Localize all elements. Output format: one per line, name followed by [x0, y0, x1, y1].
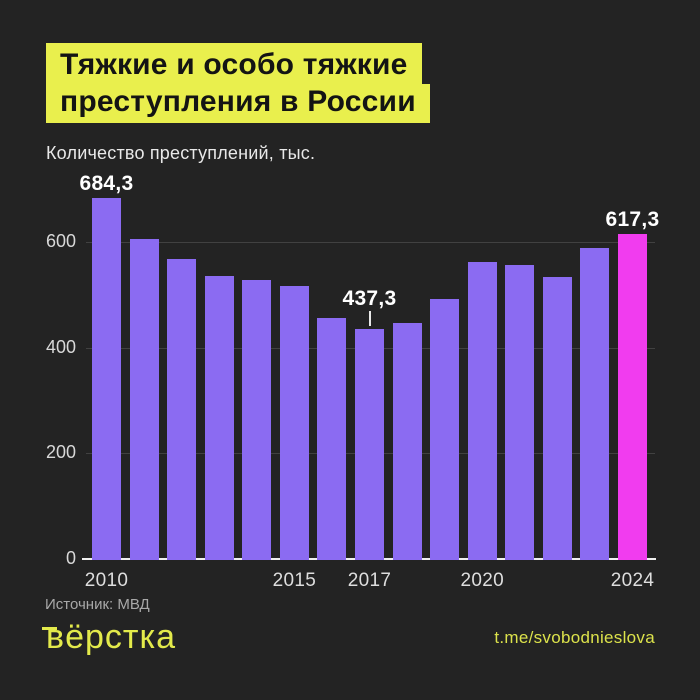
- chart-title-line2: преступления в России: [46, 84, 430, 123]
- gridline-600: [86, 241, 655, 243]
- bar-2023: [580, 248, 610, 560]
- bar-2015: [279, 285, 309, 560]
- bar-2013: [204, 276, 234, 560]
- y-tick-label-400: 400: [45, 336, 76, 357]
- bar-2014: [242, 279, 272, 560]
- x-tick-label-2020: 2020: [460, 570, 504, 591]
- bar-2024: [618, 233, 647, 560]
- chart-subtitle: Количество преступлений, тыс.: [46, 143, 316, 163]
- verstka-logo: вёрстка: [42, 618, 176, 656]
- bar-2018: [392, 323, 422, 560]
- bar-2012: [167, 258, 197, 560]
- chart-title-line1: Тяжкие и особо тяжкие: [46, 43, 422, 84]
- y-tick-label-0: 0: [65, 548, 76, 568]
- bar-2022: [542, 276, 572, 560]
- value-label-2010: 684,3: [79, 172, 134, 196]
- x-tick-label-2015: 2015: [272, 570, 317, 591]
- bar-2011: [129, 238, 159, 560]
- bars-layer: [88, 190, 651, 560]
- annotation-pointer-line: [368, 310, 371, 326]
- x-tick-label-2017: 2017: [347, 570, 392, 591]
- bar-2016: [317, 318, 347, 560]
- source-text: Источник: МВД: [45, 596, 150, 613]
- x-tick-label-2010: 2010: [84, 570, 129, 591]
- value-label-2024: 617,3: [605, 207, 660, 231]
- x-tick-label-2024: 2024: [610, 570, 655, 591]
- bar-2021: [505, 264, 535, 560]
- bar-2020: [467, 262, 497, 560]
- value-label-2017: 437,3: [342, 286, 397, 310]
- y-tick-label-200: 200: [45, 442, 76, 463]
- y-tick-label-600: 600: [45, 230, 76, 251]
- chart-title: Тяжкие и особо тяжкие преступления в Рос…: [46, 43, 430, 123]
- bar-2019: [430, 299, 460, 560]
- telegram-link: t.me/svobodnieslova: [494, 628, 655, 647]
- bar-2017: [355, 328, 384, 560]
- bar-2010: [92, 198, 121, 560]
